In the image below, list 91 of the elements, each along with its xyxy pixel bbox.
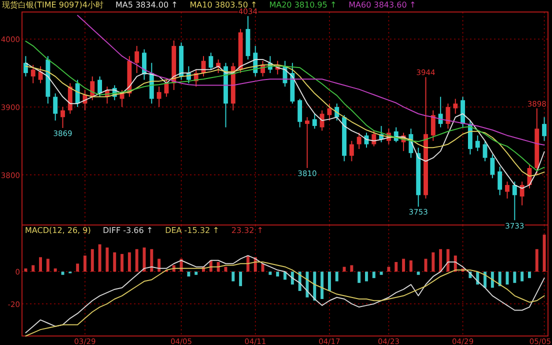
bar — [372, 272, 376, 278]
bar — [239, 272, 242, 286]
bar — [158, 258, 161, 272]
candlestick — [453, 98, 458, 114]
bar — [276, 272, 280, 276]
candlestick — [482, 140, 488, 162]
bar — [335, 272, 338, 282]
bar — [128, 252, 131, 272]
candlestick — [372, 130, 376, 147]
candlestick — [75, 79, 80, 108]
candlestick — [320, 110, 324, 132]
text: MA20 3810.95 ↑ — [269, 0, 337, 10]
text: DIFF -3.66 ↑ — [102, 226, 154, 235]
bar — [76, 264, 80, 272]
line-series — [25, 40, 545, 172]
candlestick — [134, 45, 140, 74]
text: 23.32 ↑ — [231, 226, 264, 235]
bar — [542, 234, 546, 272]
text: MA5 3834.00 ↑ — [115, 0, 178, 10]
bar — [350, 265, 354, 272]
chart-title: MACD(12, 26, 9) — [25, 226, 91, 235]
bar — [358, 272, 361, 283]
bar — [380, 272, 383, 275]
bar — [98, 244, 102, 272]
bar — [528, 272, 531, 278]
candlestick — [327, 103, 332, 122]
bar — [446, 249, 450, 272]
bar — [416, 272, 420, 275]
bar — [409, 260, 412, 272]
candlestick — [498, 166, 502, 196]
candlestick — [156, 86, 162, 108]
bar — [187, 272, 190, 276]
candlestick — [430, 110, 436, 142]
bar — [106, 248, 109, 272]
candlestick — [208, 52, 214, 70]
bar — [261, 264, 264, 272]
candlestick — [164, 79, 169, 98]
bar — [402, 258, 406, 272]
bar — [520, 272, 524, 282]
candlestick — [68, 82, 72, 114]
candlestick — [98, 76, 102, 98]
bar — [365, 272, 368, 282]
bar — [513, 272, 516, 283]
bar — [313, 272, 316, 301]
candlestick — [30, 64, 36, 84]
candlestick — [142, 48, 146, 80]
bar — [490, 272, 494, 288]
bar — [90, 249, 94, 272]
bar — [439, 249, 442, 272]
bar — [320, 272, 324, 299]
bar — [54, 268, 57, 272]
bar — [120, 254, 124, 272]
bar — [498, 272, 502, 286]
candlestick — [60, 106, 65, 128]
candlestick — [512, 181, 517, 221]
bar — [328, 272, 331, 291]
candlestick — [349, 140, 354, 162]
line-series — [77, 14, 545, 146]
bar — [232, 272, 235, 282]
candlestick — [505, 181, 510, 200]
candlestick — [490, 154, 495, 179]
bar — [83, 256, 86, 272]
candlestick — [438, 96, 443, 128]
text: MA60 3843.60 ↑ — [348, 0, 416, 10]
bar — [39, 257, 42, 272]
bar — [24, 268, 28, 272]
bar — [432, 252, 435, 272]
bar — [268, 272, 272, 275]
bar — [135, 249, 138, 272]
candlestick — [460, 96, 466, 128]
bar — [32, 265, 35, 272]
bar — [46, 258, 50, 272]
bar — [535, 249, 538, 272]
bar — [387, 266, 390, 272]
bar — [150, 249, 154, 272]
bar — [61, 272, 64, 275]
candlestick — [312, 113, 317, 130]
candlestick — [305, 116, 310, 169]
candlestick — [520, 181, 524, 206]
candlestick — [298, 98, 302, 128]
candlestick — [475, 134, 480, 152]
candlestick — [53, 92, 58, 122]
chart-title: 现货白银(TIME 9097)4小时 — [2, 0, 104, 10]
candlestick — [542, 116, 547, 142]
text: MA10 3803.50 ↑ — [190, 0, 258, 10]
candlestick — [356, 132, 362, 150]
bar — [290, 272, 294, 285]
text: DEA -15.32 ↑ — [165, 226, 220, 235]
bar — [113, 252, 116, 272]
bar — [394, 262, 398, 272]
bar — [194, 272, 198, 275]
